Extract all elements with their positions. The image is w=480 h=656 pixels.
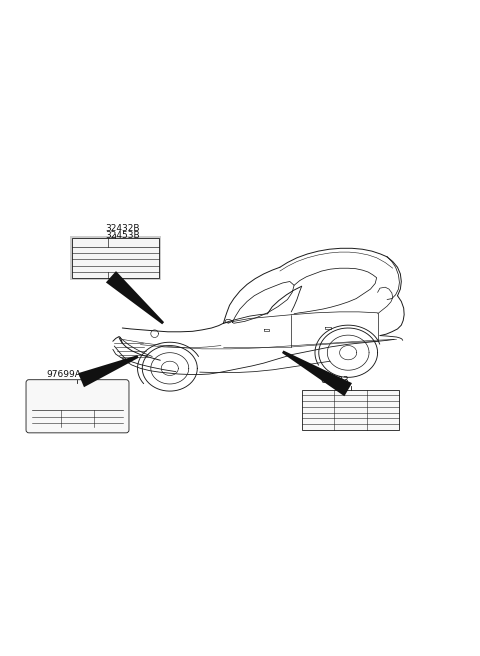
Polygon shape bbox=[282, 350, 352, 396]
Text: 97699A: 97699A bbox=[47, 370, 81, 379]
Bar bbox=[70, 236, 161, 279]
Bar bbox=[301, 390, 399, 430]
Text: 32432B: 32432B bbox=[105, 224, 139, 233]
Text: 32453B: 32453B bbox=[105, 231, 139, 239]
Bar bbox=[72, 238, 159, 278]
Polygon shape bbox=[78, 355, 139, 387]
Polygon shape bbox=[106, 271, 164, 324]
Text: 05203: 05203 bbox=[321, 376, 349, 385]
FancyBboxPatch shape bbox=[26, 380, 129, 433]
